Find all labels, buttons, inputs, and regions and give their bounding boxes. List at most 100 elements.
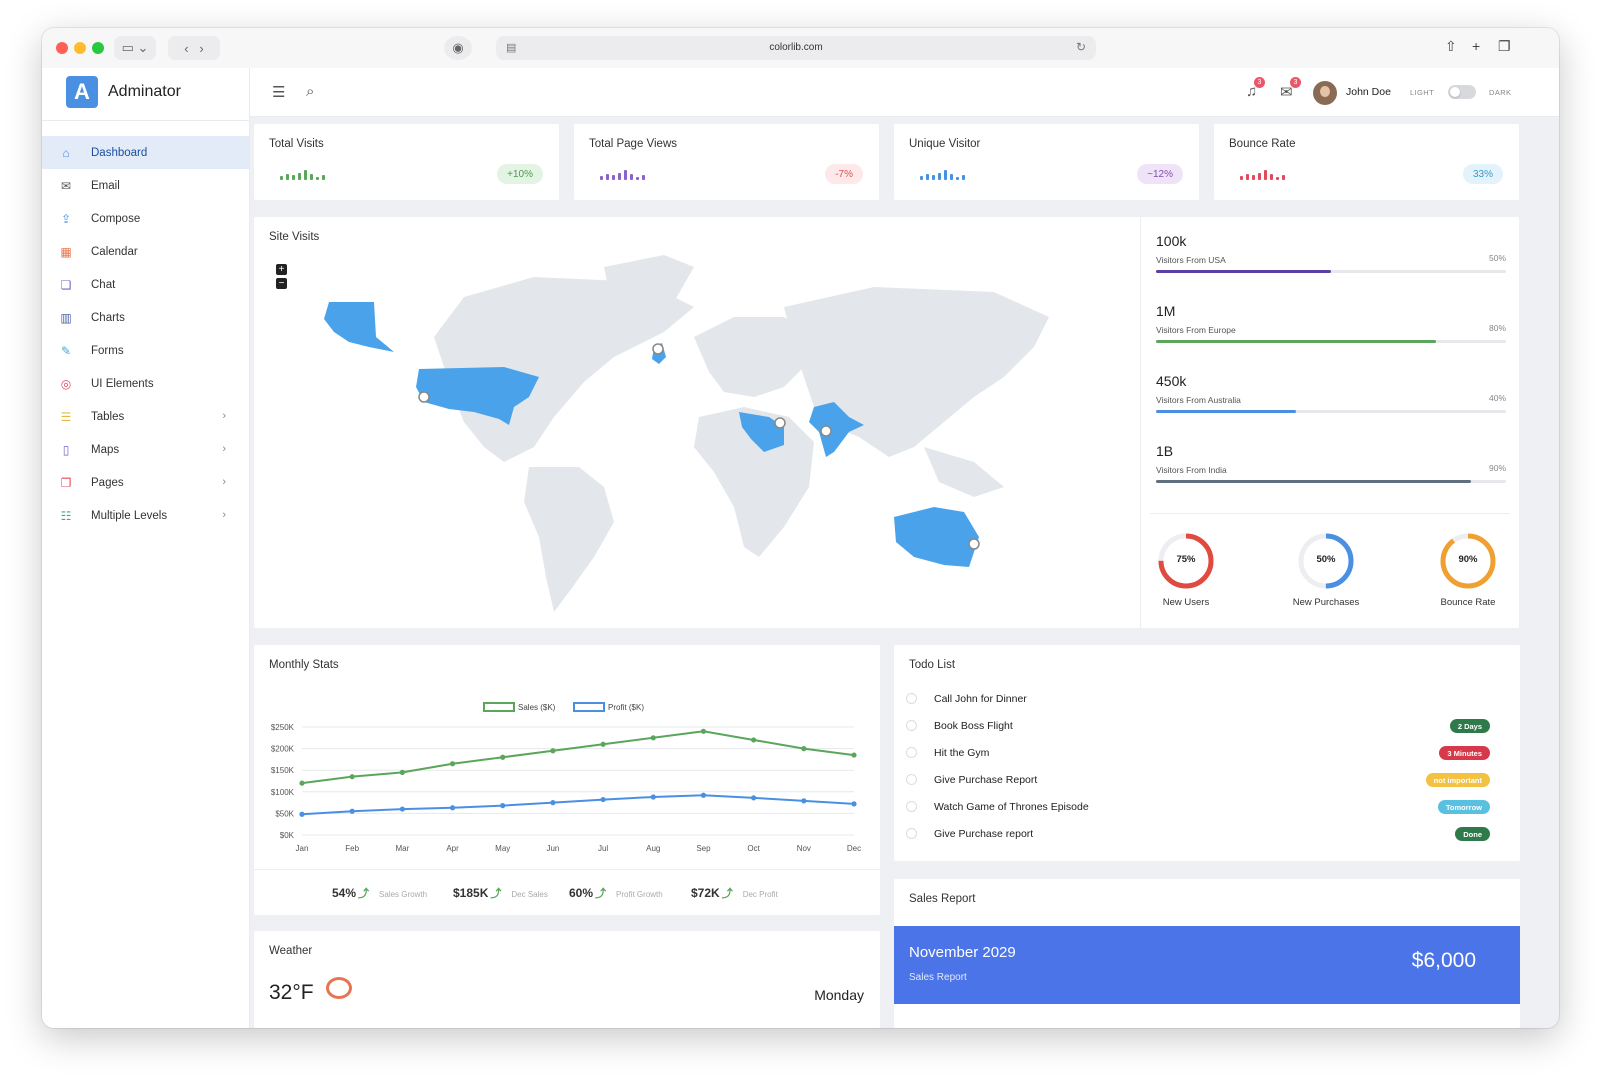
todo-checkbox[interactable] <box>906 828 917 839</box>
sales-report-card: Sales Report November 2029 Sales Report … <box>894 879 1520 1028</box>
arrow-up-icon: ⤴ <box>490 888 502 900</box>
data-point[interactable] <box>349 808 355 814</box>
site-visits-card: Site Visits + − <box>254 217 1519 628</box>
data-point[interactable] <box>349 774 355 780</box>
legend-item[interactable]: Profit ($K) <box>573 702 644 712</box>
visitor-divider <box>1150 513 1510 514</box>
dark-mode-label: DARK <box>1489 88 1512 97</box>
data-point[interactable] <box>399 769 405 775</box>
data-point[interactable] <box>399 806 405 812</box>
sidebar-item-dashboard[interactable]: ⌂ Dashboard <box>42 136 250 169</box>
data-point[interactable] <box>851 801 857 807</box>
history-nav-buttons[interactable]: ‹ › <box>168 36 220 60</box>
todo-item: Give Purchase report Done <box>906 820 1490 847</box>
y-tick-label: $50K <box>275 809 294 818</box>
monthly-stats-chart[interactable]: $0K $50K $100K $150K $200K $250K Jan Feb Mar Apr M… <box>254 695 880 860</box>
sales-month: November 2029 <box>909 944 1016 961</box>
data-point[interactable] <box>801 746 807 752</box>
share-icon[interactable]: ⇧ <box>1445 38 1457 54</box>
x-tick-label: Jan <box>296 844 309 853</box>
sparkline-bar <box>636 177 639 180</box>
sidebar-item-tables[interactable]: ☰ Tables › <box>42 400 250 433</box>
summary-value-text: 60% <box>569 886 594 900</box>
bell-icon[interactable]: ♫ <box>1246 83 1258 100</box>
legend-item[interactable]: Sales ($K) <box>483 702 556 712</box>
brand-logo[interactable]: A Adminator <box>66 76 181 108</box>
files-icon: ❐ <box>60 475 72 490</box>
data-point[interactable] <box>700 792 707 798</box>
browser-window: ▭ ⌄ ‹ › ◉ ▤ colorlib.com ↻ ⇧ + ❐ A Admin… <box>42 28 1559 1028</box>
sales-amount: $6,000 <box>1411 949 1476 972</box>
sidebar-item-charts[interactable]: ▥ Charts <box>42 301 250 334</box>
data-point[interactable] <box>751 737 757 743</box>
map-zoom-in-button[interactable]: + <box>276 264 287 275</box>
data-point[interactable] <box>500 754 506 760</box>
stat-badge: -7% <box>825 164 863 184</box>
sidebar-item-multiple-levels[interactable]: ☷ Multiple Levels › <box>42 499 250 532</box>
data-point[interactable] <box>700 728 707 734</box>
data-point[interactable] <box>600 796 606 803</box>
data-point[interactable] <box>650 735 656 741</box>
reload-icon[interactable]: ↻ <box>1075 40 1086 54</box>
data-point[interactable] <box>449 761 456 767</box>
data-point[interactable] <box>550 800 556 806</box>
monthly-summary-item: $72K ⤴ Dec Profit <box>691 885 778 901</box>
sidebar-item-forms[interactable]: ✎ Forms <box>42 334 250 367</box>
todo-card: Todo List Call John for Dinner Book Boss … <box>894 645 1520 861</box>
visitor-value: 1M <box>1156 303 1176 319</box>
data-point[interactable] <box>751 795 757 801</box>
new-tab-icon[interactable]: + <box>1472 38 1481 54</box>
sidebar-item-maps[interactable]: ▯ Maps › <box>42 433 250 466</box>
todo-checkbox[interactable] <box>906 747 917 758</box>
address-bar[interactable]: ▤ colorlib.com ↻ <box>496 36 1096 60</box>
theme-toggle[interactable] <box>1448 85 1476 99</box>
data-point[interactable] <box>299 780 305 786</box>
progress-fill <box>1156 480 1471 483</box>
sidebar-item-chat[interactable]: ❏ Chat <box>42 268 250 301</box>
maximize-window-button[interactable] <box>92 42 104 54</box>
sparkline-bar <box>932 175 935 180</box>
data-point[interactable] <box>851 752 857 758</box>
user-name[interactable]: John Doe <box>1346 86 1391 98</box>
avatar-face <box>1320 86 1330 97</box>
sidebar-item-email[interactable]: ✉ Email <box>42 169 250 202</box>
data-point[interactable] <box>500 803 506 809</box>
legend-label: Sales ($K) <box>518 703 556 712</box>
sidebar-item-ui-elements[interactable]: ◎ UI Elements <box>42 367 250 400</box>
search-icon[interactable]: ⌕ <box>306 83 315 100</box>
y-tick-label: $0K <box>280 831 295 840</box>
world-map[interactable] <box>314 247 1054 617</box>
pencil-icon: ✎ <box>60 343 72 358</box>
todo-checkbox[interactable] <box>906 720 917 731</box>
map-zoom-out-button[interactable]: − <box>276 278 287 289</box>
data-point[interactable] <box>299 811 305 817</box>
sparkline-bar <box>962 175 965 180</box>
data-point[interactable] <box>449 805 456 811</box>
minimize-window-button[interactable] <box>74 42 86 54</box>
data-point[interactable] <box>650 794 656 800</box>
mail-icon[interactable]: ✉ <box>1280 84 1293 101</box>
todo-checkbox[interactable] <box>906 693 917 704</box>
extension-button[interactable]: ◉ <box>444 36 472 60</box>
data-point[interactable] <box>550 748 556 754</box>
summary-label: Profit Growth <box>616 890 663 899</box>
sidebar-toggle-button[interactable]: ▭ ⌄ <box>114 36 156 60</box>
url-text: colorlib.com <box>769 42 823 53</box>
sidebar-item-calendar[interactable]: ▦ Calendar <box>42 235 250 268</box>
page-settings-icon[interactable]: ▤ <box>506 42 517 54</box>
avatar[interactable] <box>1313 81 1337 105</box>
data-point[interactable] <box>600 741 606 747</box>
todo-checkbox[interactable] <box>906 774 917 785</box>
sidebar-item-compose[interactable]: ⇪ Compose <box>42 202 250 235</box>
menu-icon[interactable]: ☰ <box>272 84 286 101</box>
sparkline-bar <box>286 174 289 180</box>
sparkline-bar <box>322 175 325 180</box>
todo-item: Call John for Dinner <box>906 685 1490 712</box>
summary-value: 60% ⤴ <box>569 885 606 901</box>
close-window-button[interactable] <box>56 42 68 54</box>
data-point[interactable] <box>801 798 807 804</box>
tab-overview-icon[interactable]: ❐ <box>1498 38 1511 54</box>
donut-value: 75% <box>1176 554 1196 565</box>
sidebar-item-pages[interactable]: ❐ Pages › <box>42 466 250 499</box>
todo-checkbox[interactable] <box>906 801 917 812</box>
